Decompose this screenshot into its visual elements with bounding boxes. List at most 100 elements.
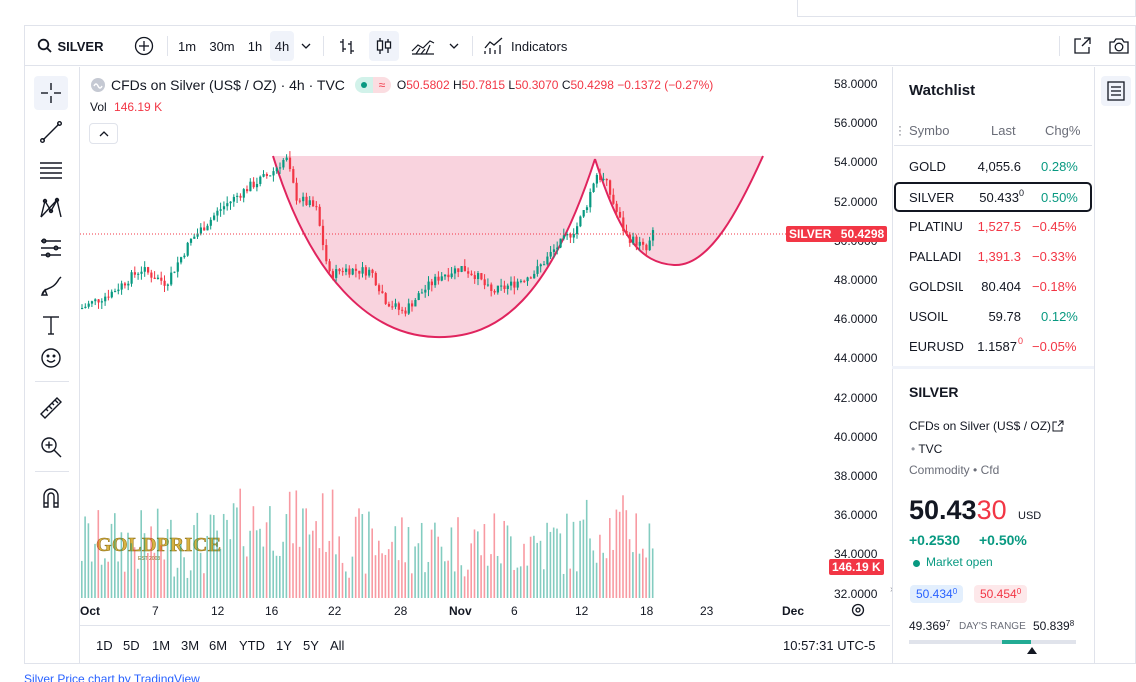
volume-bar (163, 559, 166, 598)
zoom-tool[interactable] (34, 430, 68, 464)
volume-bar (599, 534, 601, 598)
candle-body (615, 203, 618, 212)
range-ytd[interactable]: YTD (239, 638, 265, 653)
top-toolbar: SILVER 1m 30m 1h 4h Indicators (25, 26, 1136, 66)
panel-resize-handle[interactable]: › (890, 584, 894, 595)
candle-body (585, 207, 589, 211)
symbol-search-button[interactable]: SILVER (35, 26, 105, 66)
range-6m[interactable]: 6M (209, 638, 228, 653)
volume-bar (407, 527, 410, 598)
legend-title[interactable]: CFDs on Silver (US$ / OZ) · 4h · TVC (111, 77, 345, 93)
handle-curve[interactable] (594, 155, 764, 267)
range-1d[interactable]: 1D (96, 638, 113, 653)
candle-body (279, 167, 282, 169)
range-1m[interactable]: 1M (152, 638, 171, 653)
external-link-icon[interactable] (1052, 420, 1064, 432)
cup-curve[interactable] (272, 155, 596, 339)
time-axis-label: 18 (640, 604, 654, 618)
watchlist-header-last[interactable]: Last (991, 123, 1016, 138)
candle-body (104, 296, 107, 302)
watchlist-row-silver[interactable]: SILVER 50.433 0 0.50% (894, 182, 1092, 212)
close-value: 50.4298 (570, 78, 614, 92)
range-all[interactable]: All (330, 638, 345, 653)
timeframe-30m[interactable]: 30m (209, 38, 235, 54)
volume-bar (414, 546, 416, 598)
drag-handle-icon[interactable]: · · · (898, 119, 902, 141)
right-panel (892, 67, 1094, 664)
top-strip (797, 0, 1136, 17)
timeframe-4h[interactable]: 4h (270, 31, 294, 61)
bid-pill[interactable]: 50.434 0 (910, 585, 964, 603)
watchlist-row-goldsilver[interactable]: GOLDSIL 80.404 −0.18% (909, 279, 1077, 294)
details-name[interactable]: CFDs on Silver (US$ / OZ) (909, 419, 1052, 433)
range-1y[interactable]: 1Y (276, 638, 292, 653)
ask-pill[interactable]: 50.454 0 (974, 585, 1028, 603)
range-5y[interactable]: 5Y (303, 638, 319, 653)
emoji-tool[interactable] (34, 341, 68, 375)
volume-bar (519, 566, 522, 598)
brush-tool[interactable] (34, 270, 68, 304)
tradingview-credit-link[interactable]: Silver Price chart by TradingView (24, 672, 200, 682)
open-external-button[interactable] (1069, 26, 1095, 66)
volume-tag: 146.19 K (829, 559, 884, 575)
candles-style-button[interactable] (369, 31, 399, 61)
legend-collapse-button[interactable] (89, 123, 118, 144)
snapshot-button[interactable] (1105, 26, 1133, 66)
list-icon (1107, 81, 1125, 101)
price-axis[interactable]: 58.000056.000054.000052.000050.000048.00… (834, 67, 890, 607)
candle-body (110, 291, 113, 298)
volume-bar (635, 513, 637, 598)
fib-tool[interactable] (34, 153, 68, 187)
clock[interactable]: 10:57:31 UTC-5 (783, 638, 876, 653)
chart-settings-gear-icon[interactable] (851, 603, 865, 617)
volume-bar (348, 577, 350, 598)
delayed-badge-icon[interactable]: ≈ (372, 77, 391, 93)
range-3m[interactable]: 3M (181, 638, 200, 653)
timeframe-1h[interactable]: 1h (247, 38, 263, 54)
candle-body (473, 275, 476, 280)
candle-body (189, 238, 193, 243)
crosshair-tool[interactable] (34, 76, 68, 110)
candle-body (526, 277, 529, 282)
bar-style-button[interactable] (335, 26, 359, 66)
timeframe-dropdown[interactable] (297, 26, 315, 66)
candle-body (486, 284, 490, 286)
watchlist-row-gold[interactable]: GOLD 4,055.6 0.28% (909, 159, 1078, 174)
trend-line-tool[interactable] (34, 115, 68, 149)
indicators-button[interactable]: Indicators (483, 26, 579, 66)
chart-type-dropdown[interactable] (445, 26, 463, 66)
volume-bar (341, 562, 344, 598)
price-chart[interactable]: GOLDPRICE EST 2003 (80, 67, 890, 625)
watchlist-header-symbol[interactable]: Symbo (909, 123, 949, 138)
area-style-button[interactable] (409, 26, 437, 66)
text-tool[interactable] (34, 308, 68, 342)
forecast-tool[interactable] (34, 231, 68, 265)
volume-bar (397, 560, 400, 598)
pattern-tool[interactable] (34, 192, 68, 226)
candle-body (239, 195, 242, 198)
market-status-dot (913, 560, 920, 567)
volume-bar (189, 570, 192, 598)
watchlist-row-eurusd[interactable]: EURUSD 1.1587 0 −0.05% (909, 336, 1077, 354)
candle-body (368, 269, 371, 276)
magnet-tool[interactable] (34, 481, 68, 515)
watchlist-panel-button[interactable] (1101, 76, 1131, 106)
watchlist-header-chg[interactable]: Chg% (1045, 123, 1081, 138)
watchlist-row-palladium[interactable]: PALLADI 1,391.3 −0.33% (909, 249, 1077, 264)
compare-button[interactable] (131, 26, 157, 66)
candle-body (543, 264, 546, 266)
timeframe-1m[interactable]: 1m (177, 38, 197, 54)
candle-body (470, 273, 473, 276)
watchlist-row-platinum[interactable]: PLATINU 1,527.5 −0.45% (909, 219, 1077, 234)
candle-body (361, 267, 364, 274)
volume-bar (120, 532, 123, 598)
range-5d[interactable]: 5D (123, 638, 140, 653)
volume-bar (242, 546, 245, 598)
cup-pattern-drawing[interactable] (272, 155, 764, 339)
volume-bar (216, 530, 218, 598)
watchlist-row-usoil[interactable]: USOIL 59.78 0.12% (909, 309, 1078, 324)
measure-tool[interactable] (34, 391, 68, 425)
volume-bar (166, 529, 169, 598)
volume-bar (100, 564, 103, 598)
candle-body (510, 281, 513, 286)
